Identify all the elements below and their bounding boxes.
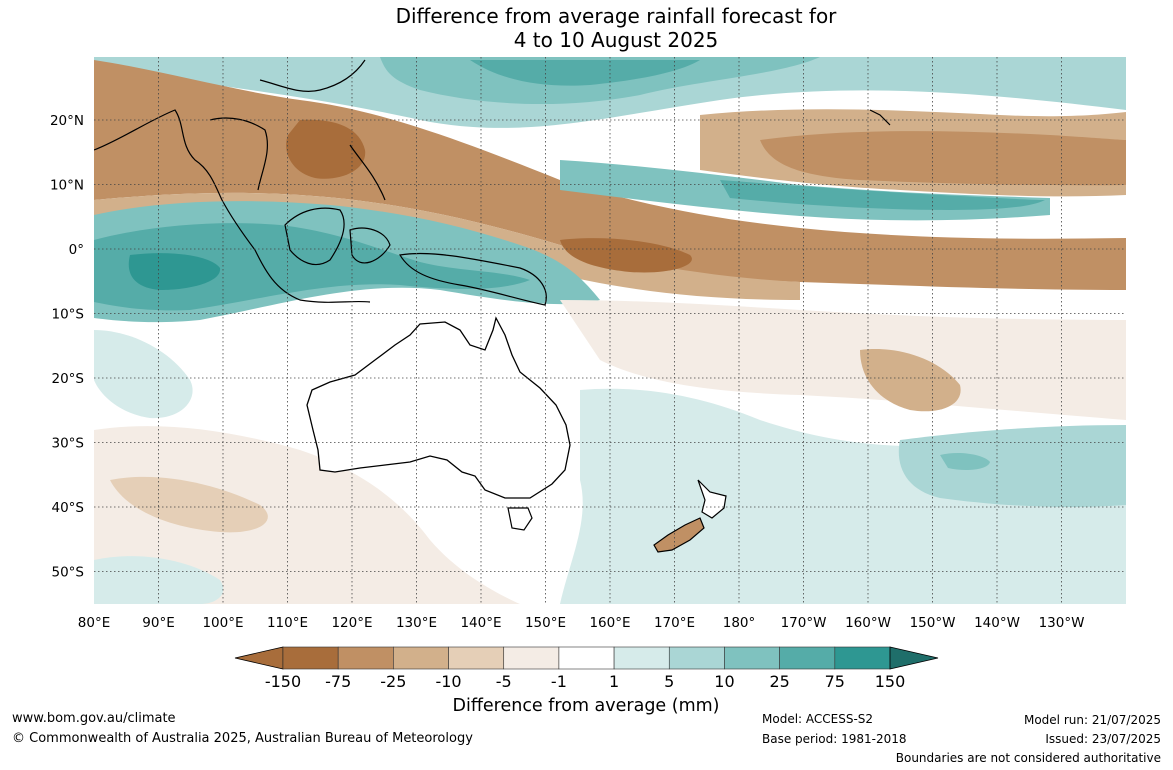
colorbar-title: Difference from average (mm) [452, 696, 720, 716]
southern-ocean-wet-light [898, 425, 1126, 508]
colorbar-segment [834, 646, 891, 670]
west-dry-core [286, 119, 366, 179]
colorbar-segment [393, 646, 449, 670]
colorbar-segment [503, 646, 560, 670]
longitude-tick-label: 130°E [396, 615, 437, 631]
longitude-tick-label: 140°E [460, 615, 501, 631]
longitude-tick-label: 110°E [267, 615, 308, 631]
map-title-line1: Difference from average rainfall forecas… [395, 4, 837, 28]
colorbar-tick-label: -1 [551, 672, 567, 691]
equatorial-wet-core [94, 223, 530, 311]
colorbar-segment [779, 646, 836, 670]
colorbar-tick-label: -10 [435, 672, 461, 691]
colorbar-tick-label: 75 [825, 672, 845, 691]
colorbar-tick-label: -75 [325, 672, 351, 691]
colorbar-segment [448, 646, 505, 670]
latitude-labels: 20°N 10°N 0° 10°S 20°S 30°S 40°S 50°S [50, 113, 84, 581]
boundaries-disclaimer: Boundaries are not considered authoritat… [895, 751, 1161, 765]
colorbar-tick-label: -150 [265, 672, 301, 691]
issued-date: Issued: 23/07/2025 [1045, 732, 1161, 746]
longitude-tick-label: 150°E [525, 615, 566, 631]
maritime-coastlines [94, 59, 891, 306]
latitude-tick-label: 10°N [50, 178, 84, 194]
latitude-tick-label: 0° [69, 242, 84, 258]
indian-ocean-dry-patch [110, 476, 268, 533]
longitude-tick-label: 170°E [654, 615, 695, 631]
map-title: Difference from average rainfall forecas… [0, 4, 1173, 52]
longitude-tick-label: 130°W [1039, 615, 1085, 631]
tropical-pacific-wet-core [720, 180, 1045, 210]
longitude-tick-label: 90°E [142, 615, 174, 631]
latitude-tick-label: 20°S [52, 371, 85, 387]
model-run-date: Model run: 21/07/2025 [1023, 713, 1161, 727]
colorbar-segment [337, 646, 394, 670]
australia-landmass [306, 316, 571, 499]
longitude-tick-label: 120°E [331, 615, 372, 631]
longitude-tick-label: 160°E [589, 615, 630, 631]
far-south-wet-patch [94, 556, 224, 604]
copyright-text: © Commonwealth of Australia 2025, Austra… [12, 731, 473, 746]
graticule [94, 57, 1126, 604]
southern-ocean-wet-region [560, 388, 1126, 604]
colorbar-tick-label: 150 [875, 672, 906, 691]
equatorial-wet-strong [128, 253, 221, 290]
south-pacific-dry-patch [860, 349, 961, 412]
colorbar-segment [558, 646, 615, 670]
tasmania-landmass [507, 507, 533, 531]
indian-ocean-wet-patch [94, 330, 193, 419]
map-title-line2: 4 to 10 August 2025 [513, 28, 719, 52]
north-wet-region-strong [470, 60, 700, 86]
latitude-tick-label: 10°S [52, 307, 85, 323]
south-pacific-dry-region [560, 300, 1126, 420]
colorbar-max-extension [889, 646, 939, 670]
colorbar-tick-label: -25 [380, 672, 406, 691]
colorbar [234, 646, 939, 670]
longitude-tick-label: 150°W [910, 615, 956, 631]
longitude-tick-label: 160°W [845, 615, 891, 631]
colorbar-segment [724, 646, 780, 670]
longitude-tick-label: 100°E [202, 615, 243, 631]
colorbar-tick-label: 10 [714, 672, 734, 691]
website-link[interactable]: www.bom.gov.au/climate [12, 711, 176, 726]
longitude-tick-label: 170°W [781, 615, 827, 631]
model-name: Model: ACCESS-S2 [762, 712, 874, 726]
colorbar-segment [282, 646, 339, 670]
southern-ocean-wet-core [940, 452, 990, 470]
new-zealand-north-island [697, 479, 727, 519]
colorbar-segment [613, 646, 670, 670]
dry-core-east [560, 238, 692, 273]
latitude-tick-label: 40°S [52, 500, 85, 516]
indian-ocean-dry-region [94, 426, 520, 604]
colorbar-ticks: -150 -75 -25 -10 -5 -1 1 5 10 25 75 150 [265, 672, 905, 691]
base-period: Base period: 1981-2018 [762, 732, 907, 746]
longitude-tick-label: 140°W [974, 615, 1020, 631]
colorbar-tick-label: 25 [769, 672, 789, 691]
new-zealand-south-island [653, 517, 705, 553]
colorbar-tick-label: 1 [609, 672, 619, 691]
colorbar-min-extension [234, 646, 284, 670]
north-pacific-dry-core [760, 131, 1126, 186]
colorbar-tick-label: 5 [664, 672, 674, 691]
latitude-tick-label: 50°S [52, 565, 85, 581]
latitude-tick-label: 20°N [50, 113, 84, 129]
longitude-labels: 80°E 90°E 100°E 110°E 120°E 130°E 140°E 150°E 16… [78, 615, 1085, 631]
latitude-tick-label: 30°S [52, 436, 85, 452]
colorbar-segment [668, 646, 725, 670]
colorbar-tick-label: -5 [496, 672, 512, 691]
longitude-tick-label: 80°E [78, 615, 110, 631]
longitude-tick-label: 180° [723, 615, 756, 631]
